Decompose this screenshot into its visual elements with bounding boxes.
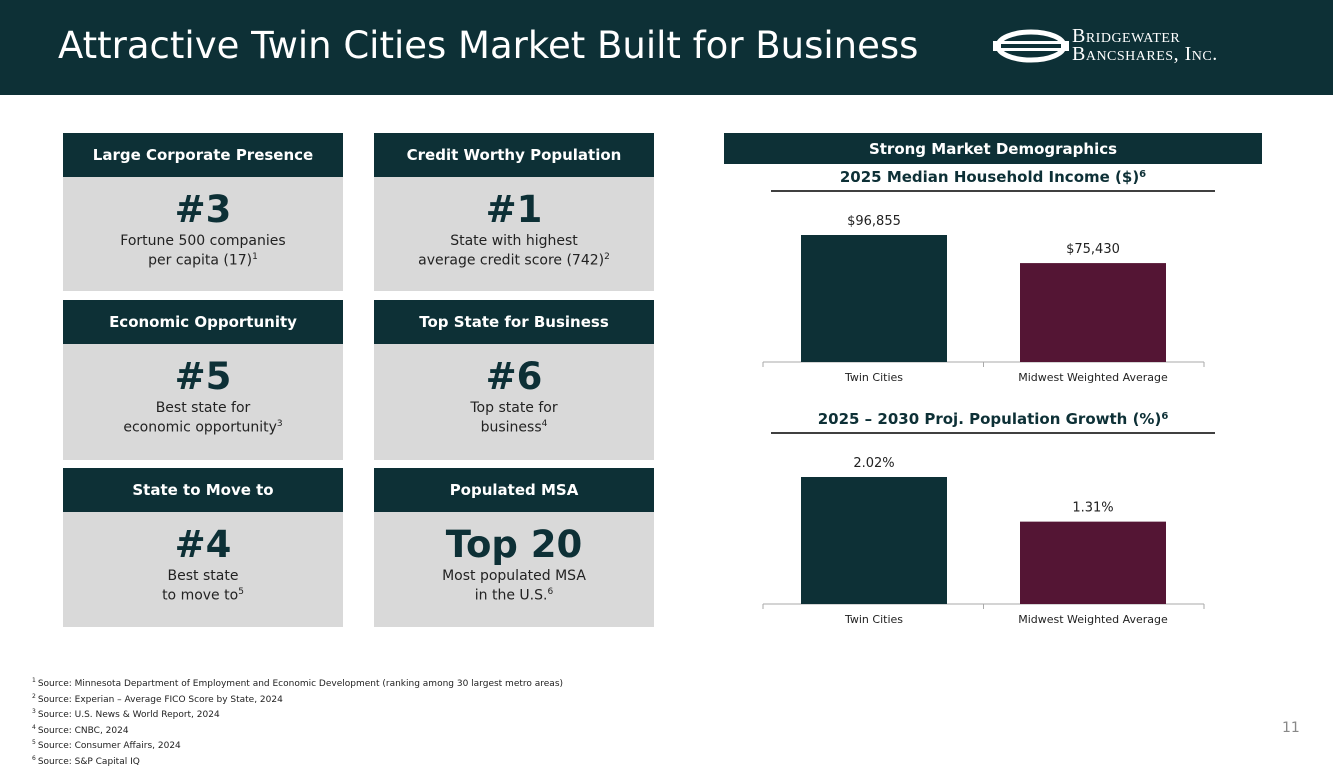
footnote-marker: 4	[32, 724, 36, 731]
slide-title: Attractive Twin Cities Market Built for …	[58, 24, 918, 67]
footnote-text: Source: Experian – Average FICO Score by…	[38, 695, 283, 705]
description-line: to move to	[162, 588, 238, 604]
card-title: Top State for Business	[374, 300, 654, 344]
footnote-marker: 5	[32, 739, 36, 746]
footnote-text: Source: CNBC, 2024	[38, 726, 129, 736]
value-label: $75,430	[1066, 242, 1120, 257]
card-description: Most populated MSA in the U.S.6	[374, 568, 654, 604]
logo-line: Bancshares, Inc.	[1072, 45, 1218, 63]
logo-text: Bridgewater Bancshares, Inc.	[1072, 27, 1218, 63]
card-rank: #6	[374, 354, 654, 400]
description-line: Most populated MSA	[442, 568, 586, 584]
card-title: State to Move to	[63, 468, 343, 512]
logo-mark	[993, 26, 1069, 66]
card-rank: #1	[374, 187, 654, 233]
footnote-ref: 1	[252, 252, 258, 262]
category-label: Midwest Weighted Average	[1018, 613, 1168, 626]
footnote-text: Source: U.S. News & World Report, 2024	[38, 710, 220, 720]
slide: { "header": {"title": "Attractive Twin C…	[0, 0, 1333, 749]
card-description: State with highest average credit score (…	[374, 233, 654, 269]
value-label: 2.02%	[853, 456, 894, 471]
section-header: Strong Market Demographics	[724, 133, 1262, 164]
card-rank: #5	[63, 354, 343, 400]
footnote-text: Source: Minnesota Department of Employme…	[38, 679, 563, 689]
charts: 2025 Median Household Income ($)6$96,855…	[724, 164, 1284, 644]
description-line: State with highest	[450, 233, 578, 249]
title-sup: 6	[1161, 411, 1168, 422]
chart-title: 2025 Median Household Income ($)6	[840, 168, 1146, 186]
card-rank: #3	[63, 187, 343, 233]
description-line: Best state	[168, 568, 239, 584]
description-line: Fortune 500 companies	[120, 233, 285, 249]
description-line: economic opportunity	[123, 420, 277, 436]
footnote-ref: 6	[547, 587, 553, 597]
description-line: in the U.S.	[475, 588, 548, 604]
card-title: Credit Worthy Population	[374, 133, 654, 177]
bar	[1020, 263, 1166, 362]
value-label: 1.31%	[1072, 501, 1113, 516]
chart-title-text: 2025 Median Household Income ($)	[840, 168, 1139, 186]
bar	[801, 477, 947, 604]
footnote-ref: 5	[238, 587, 244, 597]
footnote-marker: 1	[32, 677, 36, 684]
footnote-ref: 2	[604, 252, 610, 262]
value-label: $96,855	[847, 214, 901, 229]
footnote-ref: 3	[277, 419, 283, 429]
chart-title: 2025 – 2030 Proj. Population Growth (%)6	[818, 410, 1169, 428]
bar	[1020, 522, 1166, 604]
description-line: average credit score (742)	[418, 253, 604, 269]
description-line: Top state for	[470, 400, 557, 416]
footnote-ref: 4	[542, 419, 548, 429]
card-description: Best state for economic opportunity3	[63, 400, 343, 436]
description-line: per capita (17)	[148, 253, 252, 269]
description-line: business	[481, 420, 542, 436]
card-rank: Top 20	[374, 522, 654, 568]
description-line: Best state for	[156, 400, 251, 416]
card-description: Best state to move to5	[63, 568, 343, 604]
card-title: Economic Opportunity	[63, 300, 343, 344]
card-title: Large Corporate Presence	[63, 133, 343, 177]
chart-title-text: 2025 – 2030 Proj. Population Growth (%)	[818, 410, 1162, 428]
footnote-marker: 2	[32, 693, 36, 700]
card-description: Top state for business4	[374, 400, 654, 436]
footnote-marker: 6	[32, 755, 36, 762]
card-description: Fortune 500 companies per capita (17)1	[63, 233, 343, 269]
page-number: 11	[1282, 720, 1300, 736]
footnote-text: Source: Consumer Affairs, 2024	[38, 741, 181, 751]
footnote-marker: 3	[32, 708, 36, 715]
category-label: Twin Cities	[844, 613, 903, 626]
footnote-text: Source: S&P Capital IQ	[38, 757, 140, 767]
card-title: Populated MSA	[374, 468, 654, 512]
category-label: Twin Cities	[844, 371, 903, 384]
category-label: Midwest Weighted Average	[1018, 371, 1168, 384]
card-rank: #4	[63, 522, 343, 568]
title-sup: 6	[1139, 169, 1146, 180]
bar	[801, 235, 947, 362]
